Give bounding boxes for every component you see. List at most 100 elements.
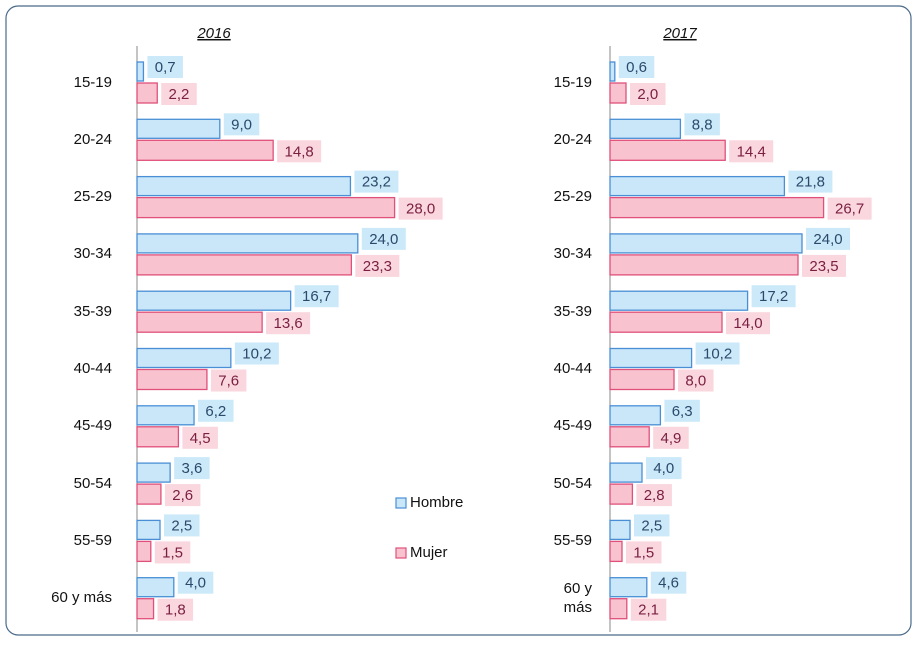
value-label: 6,2 (205, 403, 226, 420)
category-label: 35-39 (553, 302, 592, 320)
bar (136, 347, 232, 369)
value-label: 10,2 (703, 345, 732, 362)
bar (609, 61, 616, 82)
category-label: 30-34 (73, 245, 112, 263)
bar (609, 254, 799, 276)
bar (609, 347, 693, 369)
legend-swatch (395, 547, 407, 559)
category-label: 15-19 (73, 73, 112, 91)
value-label: 23,3 (363, 258, 392, 275)
bar (136, 175, 352, 197)
bar (609, 196, 825, 219)
value-label: 2,1 (638, 602, 659, 619)
value-label: 28,0 (406, 201, 435, 218)
value-label: 4,0 (185, 575, 206, 592)
bar (136, 462, 171, 483)
category-label: 50-54 (553, 474, 592, 492)
value-label: 9,0 (231, 116, 252, 133)
category-label-box: 40-44 (74, 360, 112, 377)
value-label: 8,0 (685, 372, 706, 389)
bar (136, 82, 158, 104)
category-label: 50-54 (73, 474, 112, 492)
panel-title: 2016 (196, 25, 231, 42)
value-label: 7,6 (218, 372, 239, 389)
bar (136, 598, 155, 620)
value-label-bg (210, 369, 247, 392)
value-label-bg (626, 541, 662, 564)
value-label: 4,5 (190, 430, 211, 447)
value-label-bg (398, 197, 443, 220)
value-label-bg (653, 426, 689, 449)
category-label: 25-29 (553, 188, 592, 206)
value-label-bg (294, 285, 339, 308)
value-label: 4,9 (661, 430, 682, 447)
bar (136, 405, 195, 426)
category-label: 15-19 (553, 73, 592, 91)
category-label: 20-24 (73, 130, 112, 148)
value-label-bg (827, 197, 872, 220)
category-label: 25-29 (73, 188, 112, 206)
category-label-box: 25-29 (73, 188, 112, 206)
value-label-bg (361, 227, 406, 250)
value-label: 1,5 (633, 544, 654, 561)
value-label-bg (678, 369, 714, 392)
category-label-box: 35-39 (73, 302, 112, 320)
category-label: 40-44 (553, 360, 592, 377)
bar (136, 540, 152, 563)
bar (136, 483, 162, 505)
value-label: 8,8 (692, 116, 713, 133)
category-label-box: 20-24 (73, 130, 112, 148)
category-label-box: 40-44 (553, 360, 592, 377)
value-label: 4,6 (658, 575, 679, 592)
bar (136, 577, 175, 598)
value-label: 23,2 (362, 174, 391, 191)
value-label: 14,8 (285, 143, 314, 160)
value-label-bg (695, 342, 740, 365)
bar (136, 254, 353, 276)
value-label: 6,3 (672, 403, 693, 420)
category-label: 45-49 (553, 417, 592, 435)
category-label: 45-49 (73, 417, 112, 435)
value-label: 16,7 (302, 288, 331, 305)
value-label-bg (630, 83, 666, 105)
bar (136, 311, 263, 333)
category-label-box: 55-59 (74, 532, 112, 549)
category-label: 30-34 (553, 245, 592, 263)
value-label: 24,0 (813, 231, 842, 248)
value-label-bg (147, 56, 183, 78)
value-label-bg (164, 484, 201, 507)
bar (609, 233, 803, 254)
bar (609, 577, 648, 598)
value-label: 2,2 (169, 86, 190, 103)
bar (609, 462, 643, 483)
legend-label: Mujer (410, 544, 448, 561)
value-label-bg (664, 399, 700, 422)
value-label-bg (161, 83, 197, 105)
value-label-bg (726, 312, 770, 335)
value-label-bg (234, 342, 279, 365)
bar (609, 483, 634, 505)
bar (609, 540, 623, 563)
value-label-bg (354, 170, 399, 193)
legend-label: Hombre (410, 494, 463, 511)
bar (609, 139, 726, 161)
value-label: 2,0 (637, 86, 658, 103)
bar (136, 61, 145, 82)
value-label: 1,5 (162, 544, 183, 561)
value-label: 14,4 (737, 143, 766, 160)
bar (136, 368, 208, 391)
category-label: 35-39 (73, 302, 112, 320)
category-label-box: 50-54 (73, 474, 112, 492)
value-label: 13,6 (274, 315, 303, 332)
bar (136, 118, 221, 139)
value-label-bg (223, 113, 260, 136)
value-label: 2,6 (172, 487, 193, 504)
value-label-bg (788, 170, 833, 193)
value-label-bg (646, 457, 682, 480)
bar (609, 368, 675, 391)
category-label-box: 50-54 (553, 474, 592, 492)
category-label: 60 y más (563, 579, 592, 616)
value-label: 14,0 (733, 315, 762, 332)
bar (136, 519, 161, 541)
